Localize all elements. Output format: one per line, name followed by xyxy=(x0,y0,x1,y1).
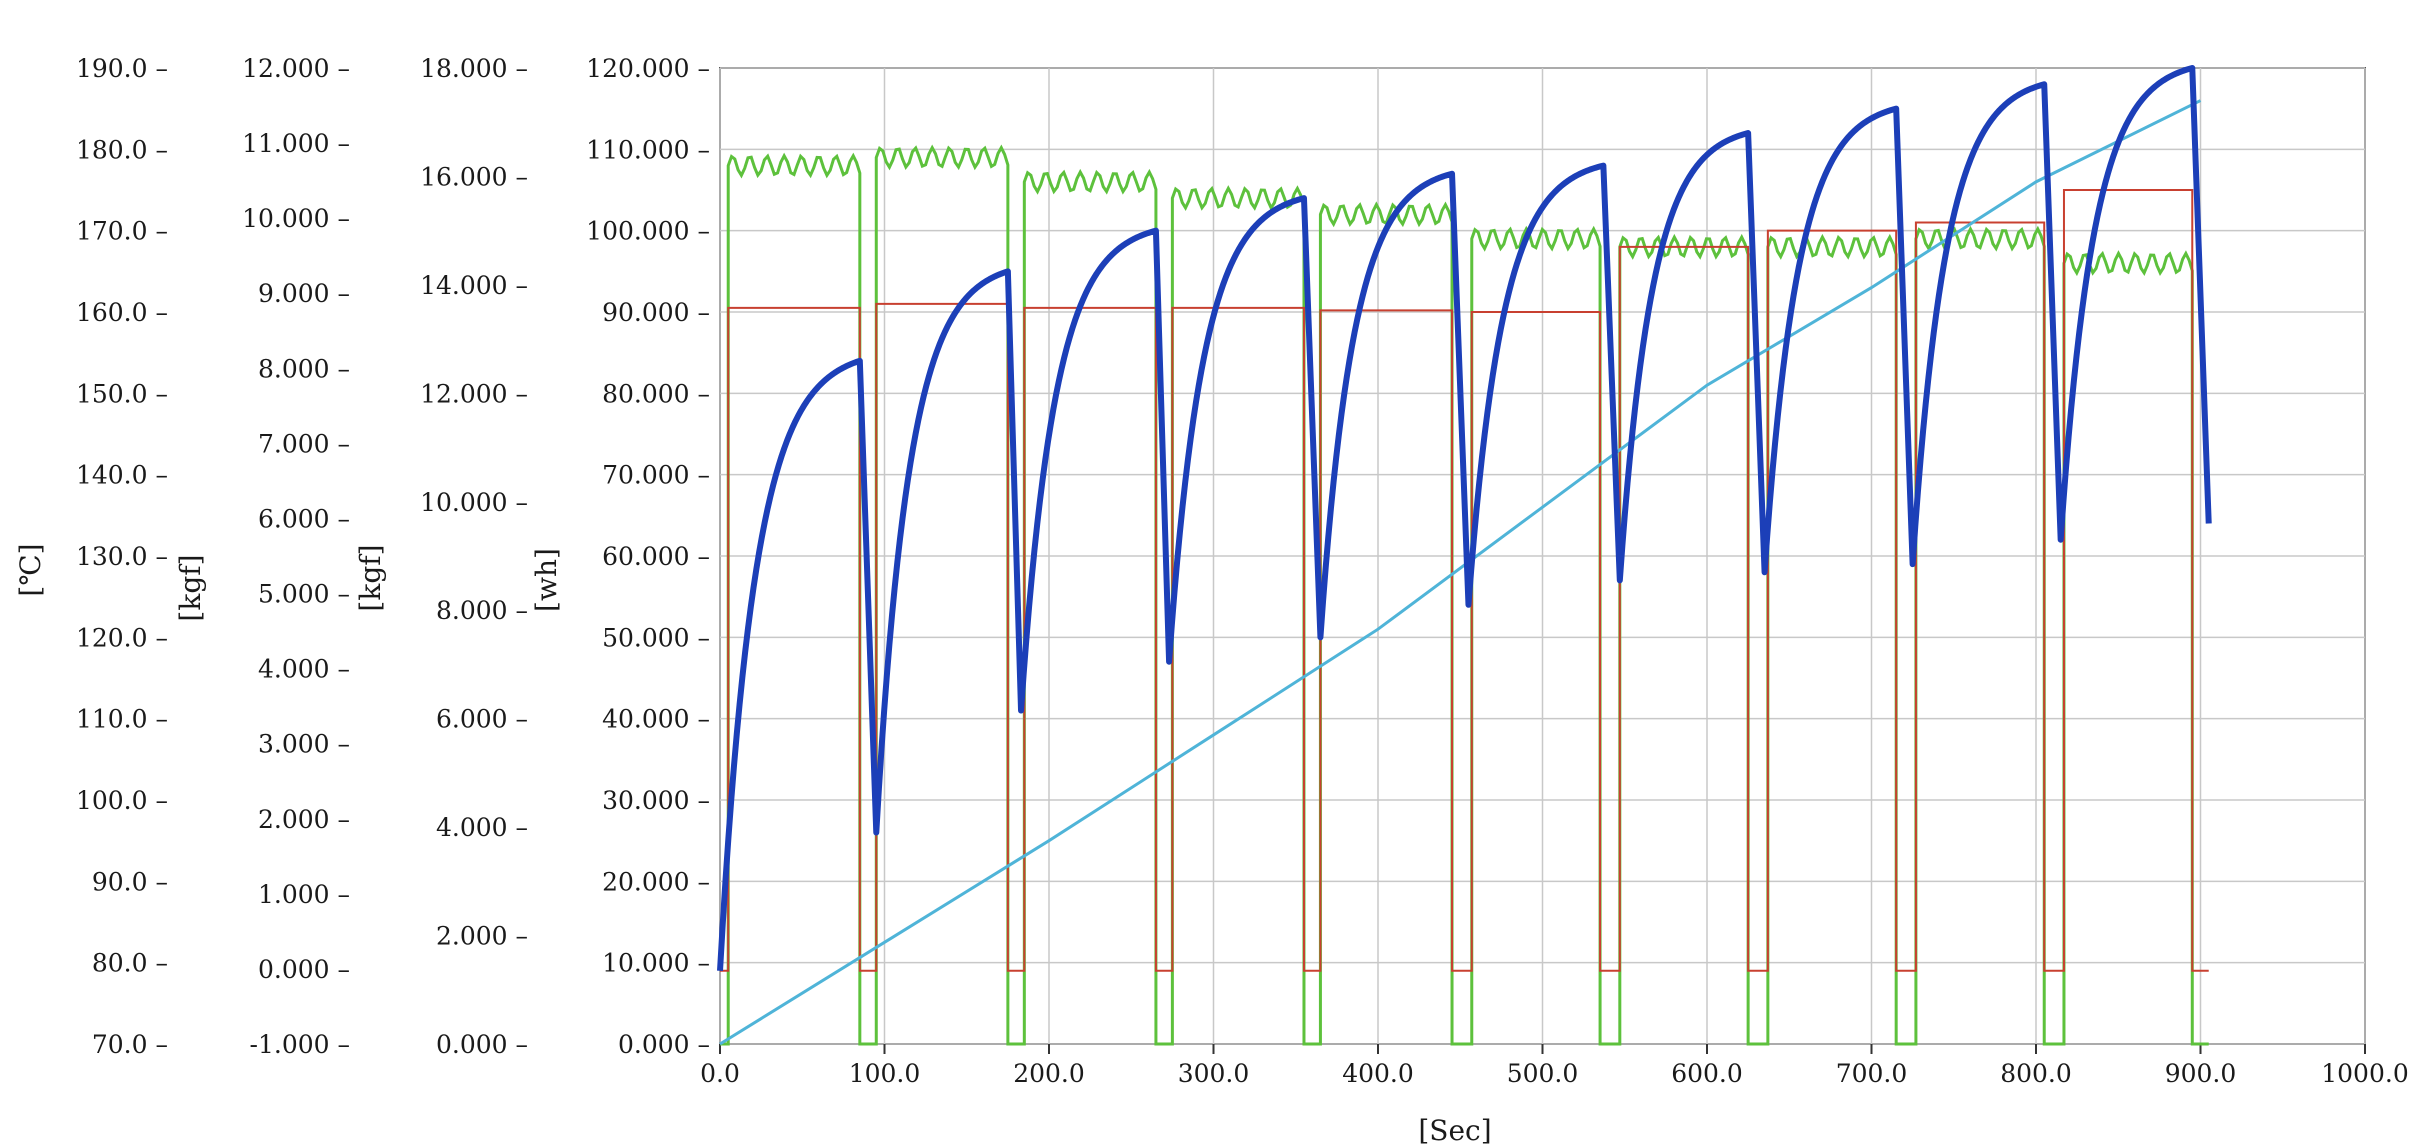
y-tick-label: 10.000 – xyxy=(602,949,710,978)
y-tick-label: 0.000 – xyxy=(258,955,350,984)
x-axis-label: [Sec] xyxy=(1418,1114,1491,1146)
y-tick-label: 90.000 – xyxy=(602,298,710,327)
y-tick-label: 16.000 – xyxy=(420,162,528,191)
x-tick-label: 1000.0 xyxy=(2321,1059,2408,1088)
series-blue-line xyxy=(717,65,2212,971)
y-tick-label: 90.0 – xyxy=(92,867,168,896)
y-tick-label: 80.0 – xyxy=(92,949,168,978)
y-tick-label: 1.000 – xyxy=(258,880,350,909)
x-axis-ticks: 0.0 100.0 200.0 300.0 400.0 500.0 600.0 700.0 80… xyxy=(700,1044,2409,1088)
x-tick-label: 500.0 xyxy=(1507,1059,1579,1088)
x-tick-label: 700.0 xyxy=(1836,1059,1908,1088)
x-tick-label: 0.0 xyxy=(700,1059,740,1088)
y-tick-label: 10.000 – xyxy=(420,488,528,517)
y-tick-label: 7.000 – xyxy=(258,429,350,458)
y-tick-label: 8.000 – xyxy=(436,596,528,625)
y-tick-label: 11.000 – xyxy=(242,129,350,158)
y-tick-label: 60.000 – xyxy=(602,542,710,571)
y-tick-label: 140.0 – xyxy=(76,461,168,490)
y-axis-title: [kgf] xyxy=(174,554,207,621)
y-tick-label: 130.0 – xyxy=(76,542,168,571)
y-tick-label: 9.000 – xyxy=(258,279,350,308)
y-tick-label: 4.000 – xyxy=(436,813,528,842)
y-axis-1: 12.000 – 11.000 – 10.000 – 9.000 – 8.000 – 7.… xyxy=(174,54,350,1059)
y-tick-label: 30.000 – xyxy=(602,786,710,815)
y-tick-label: 10.000 – xyxy=(242,204,350,233)
series-green-line xyxy=(720,144,2209,1046)
y-axes: 190.0 – 180.0 – 170.0 – 160.0 – 150.0 – 140.0… xyxy=(14,54,710,1059)
y-axis-2: 18.000 – 16.000 – 14.000 – 12.000 – 10.000 –… xyxy=(354,54,528,1059)
y-tick-label: 50.000 – xyxy=(602,623,710,652)
y-tick-label: 20.000 – xyxy=(602,867,710,896)
y-axis-0: 190.0 – 180.0 – 170.0 – 160.0 – 150.0 – 140.0… xyxy=(14,54,168,1059)
x-tick-label: 600.0 xyxy=(1671,1059,1743,1088)
y-tick-label: 0.000 – xyxy=(436,1030,528,1059)
y-tick-label: 2.000 – xyxy=(436,922,528,951)
y-tick-label: 180.0 – xyxy=(76,135,168,164)
y-tick-label: 100.0 – xyxy=(76,786,168,815)
y-tick-label: 70.0 – xyxy=(92,1030,168,1059)
y-tick-label: 120.0 – xyxy=(76,623,168,652)
y-tick-label: 5.000 – xyxy=(258,580,350,609)
y-tick-label: -1.000 – xyxy=(250,1030,350,1059)
y-tick-label: 14.000 – xyxy=(420,271,528,300)
x-tick-label: 200.0 xyxy=(1013,1059,1085,1088)
y-tick-label: 190.0 – xyxy=(76,54,168,83)
y-tick-label: 0.000 – xyxy=(618,1030,710,1059)
series-group xyxy=(717,65,2212,1046)
x-tick-label: 300.0 xyxy=(1178,1059,1250,1088)
x-tick-label: 100.0 xyxy=(849,1059,921,1088)
x-tick-label: 900.0 xyxy=(2165,1059,2237,1088)
y-tick-label: 100.000 – xyxy=(586,217,710,246)
y-tick-label: 18.000 – xyxy=(420,54,528,83)
series-cyan-line xyxy=(719,99,2202,1046)
y-tick-label: 110.000 – xyxy=(586,135,710,164)
y-axis-title: [kgf] xyxy=(354,544,387,611)
y-tick-label: 6.000 – xyxy=(258,504,350,533)
y-tick-label: 12.000 – xyxy=(420,379,528,408)
y-tick-label: 12.000 – xyxy=(242,54,350,83)
y-axis-title: [wh] xyxy=(530,548,563,612)
y-tick-label: 110.0 – xyxy=(76,705,168,734)
y-tick-label: 80.000 – xyxy=(602,379,710,408)
y-tick-label: 3.000 – xyxy=(258,730,350,759)
y-tick-label: 40.000 – xyxy=(602,705,710,734)
y-tick-label: 70.000 – xyxy=(602,461,710,490)
y-tick-label: 6.000 – xyxy=(436,705,528,734)
y-axis-3: 120.000 – 110.000 – 100.000 – 90.000 – 80.00… xyxy=(530,54,710,1059)
y-tick-label: 170.0 – xyxy=(76,217,168,246)
y-axis-title: [℃] xyxy=(14,543,47,596)
x-tick-label: 800.0 xyxy=(2000,1059,2072,1088)
y-tick-label: 160.0 – xyxy=(76,298,168,327)
y-tick-label: 150.0 – xyxy=(76,379,168,408)
x-tick-label: 400.0 xyxy=(1342,1059,1414,1088)
y-tick-label: 2.000 – xyxy=(258,805,350,834)
y-tick-label: 8.000 – xyxy=(258,354,350,383)
y-tick-label: 120.000 – xyxy=(586,54,710,83)
y-tick-label: 4.000 – xyxy=(258,655,350,684)
